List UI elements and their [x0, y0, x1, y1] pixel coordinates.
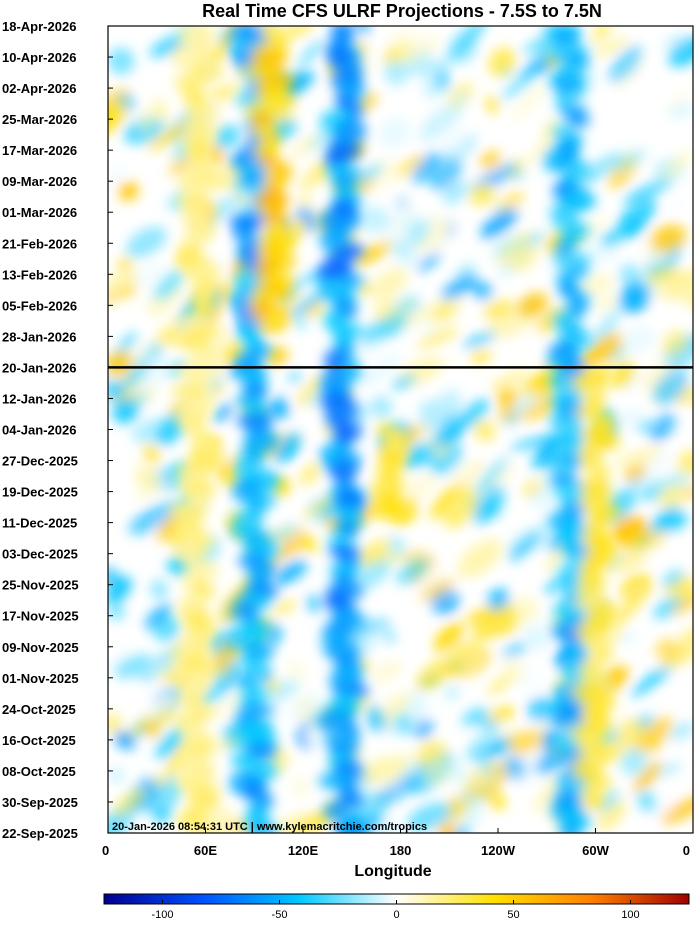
feature-blob — [323, 801, 349, 821]
x-tick-label: 180 — [390, 843, 412, 858]
feature-blob — [566, 114, 591, 128]
feature-blob — [337, 821, 367, 833]
feature-blob — [584, 794, 604, 811]
feature-blob — [187, 824, 222, 833]
feature-blob — [173, 73, 211, 89]
colorbar-tick-label: -100 — [151, 909, 173, 921]
y-tick-label: 22-Sep-2025 — [2, 826, 78, 841]
feature-blob — [328, 462, 359, 480]
y-tick-label: 13-Feb-2026 — [2, 267, 77, 282]
feature-blob — [576, 586, 604, 599]
feature-blob — [185, 143, 213, 159]
y-tick-label: 04-Jan-2026 — [2, 423, 76, 438]
colorbar-ticks: -100 -50 0 50 100 — [151, 900, 640, 921]
feature-blob — [262, 310, 290, 332]
feature-blob — [324, 731, 361, 751]
y-tick-label: 27-Dec-2025 — [2, 454, 78, 469]
y-tick-label: 02-Apr-2026 — [2, 81, 76, 96]
chart-title: Real Time CFS ULRF Projections - 7.5S to… — [202, 1, 602, 21]
y-tick-label: 17-Mar-2026 — [2, 143, 77, 158]
feature-blob — [170, 502, 208, 520]
feature-blob — [246, 824, 279, 833]
colorbar-tick-label: -50 — [272, 909, 288, 921]
feature-blob — [240, 694, 264, 708]
x-tick-label: 120E — [288, 843, 319, 858]
y-tick-label: 19-Dec-2025 — [2, 485, 78, 500]
x-tick-label: 60E — [194, 843, 217, 858]
y-tick-label: 25-Nov-2025 — [2, 578, 79, 593]
feature-blob — [239, 653, 268, 669]
y-tick-label: 18-Apr-2026 — [2, 19, 76, 34]
y-tick-label: 08-Oct-2025 — [2, 764, 76, 779]
y-tick-label: 10-Apr-2026 — [2, 50, 76, 65]
y-tick-label: 05-Feb-2026 — [2, 298, 77, 313]
x-axis: 0 60E 120E 180 120W 60W 0 — [102, 828, 694, 858]
colorbar-tick-label: 0 — [393, 909, 399, 921]
y-tick-label: 11-Dec-2025 — [2, 516, 77, 531]
y-tick-label: 20-Jan-2026 — [2, 360, 76, 375]
heat-features — [170, 26, 621, 833]
y-tick-label: 17-Nov-2025 — [2, 609, 79, 624]
y-tick-label: 16-Oct-2025 — [2, 733, 76, 748]
feature-blob — [559, 104, 588, 118]
colorbar-tick-label: 100 — [621, 909, 639, 921]
feature-blob — [237, 704, 275, 718]
feature-blob — [242, 683, 267, 699]
x-tick-label: 0 — [683, 843, 690, 858]
x-axis-label: Longitude — [354, 863, 431, 880]
y-tick-label: 01-Nov-2025 — [2, 671, 79, 686]
y-tick-label: 09-Nov-2025 — [2, 640, 79, 655]
feature-blob — [559, 820, 583, 833]
y-tick-label: 25-Mar-2026 — [2, 112, 77, 127]
x-tick-label: 0 — [102, 843, 109, 858]
y-tick-label: 12-Jan-2026 — [2, 391, 76, 406]
y-tick-label: 28-Jan-2026 — [2, 329, 76, 344]
x-tick-label: 120W — [481, 843, 516, 858]
y-tick-label: 01-Mar-2026 — [2, 205, 77, 220]
y-tick-label: 03-Dec-2025 — [2, 547, 78, 562]
colorbar-tick-label: 50 — [507, 909, 519, 921]
feature-blob — [376, 501, 411, 521]
y-tick-label: 24-Oct-2025 — [2, 702, 76, 717]
footer-timestamp: 20-Jan-2026 08:54:31 UTC | www.kylemacri… — [112, 821, 427, 833]
heatmap-field — [108, 26, 693, 833]
feature-blob — [575, 405, 600, 419]
y-axis: 18-Apr-2026 10-Apr-2026 02-Apr-2026 25-Mar-… — [2, 19, 113, 841]
y-tick-label: 30-Sep-2025 — [2, 795, 78, 810]
feature-blob — [253, 142, 279, 160]
feature-blob — [548, 444, 585, 458]
x-tick-label: 60W — [582, 843, 609, 858]
feature-blob — [175, 312, 204, 330]
y-tick-label: 09-Mar-2026 — [2, 174, 77, 189]
y-tick-label: 21-Feb-2026 — [2, 236, 77, 251]
